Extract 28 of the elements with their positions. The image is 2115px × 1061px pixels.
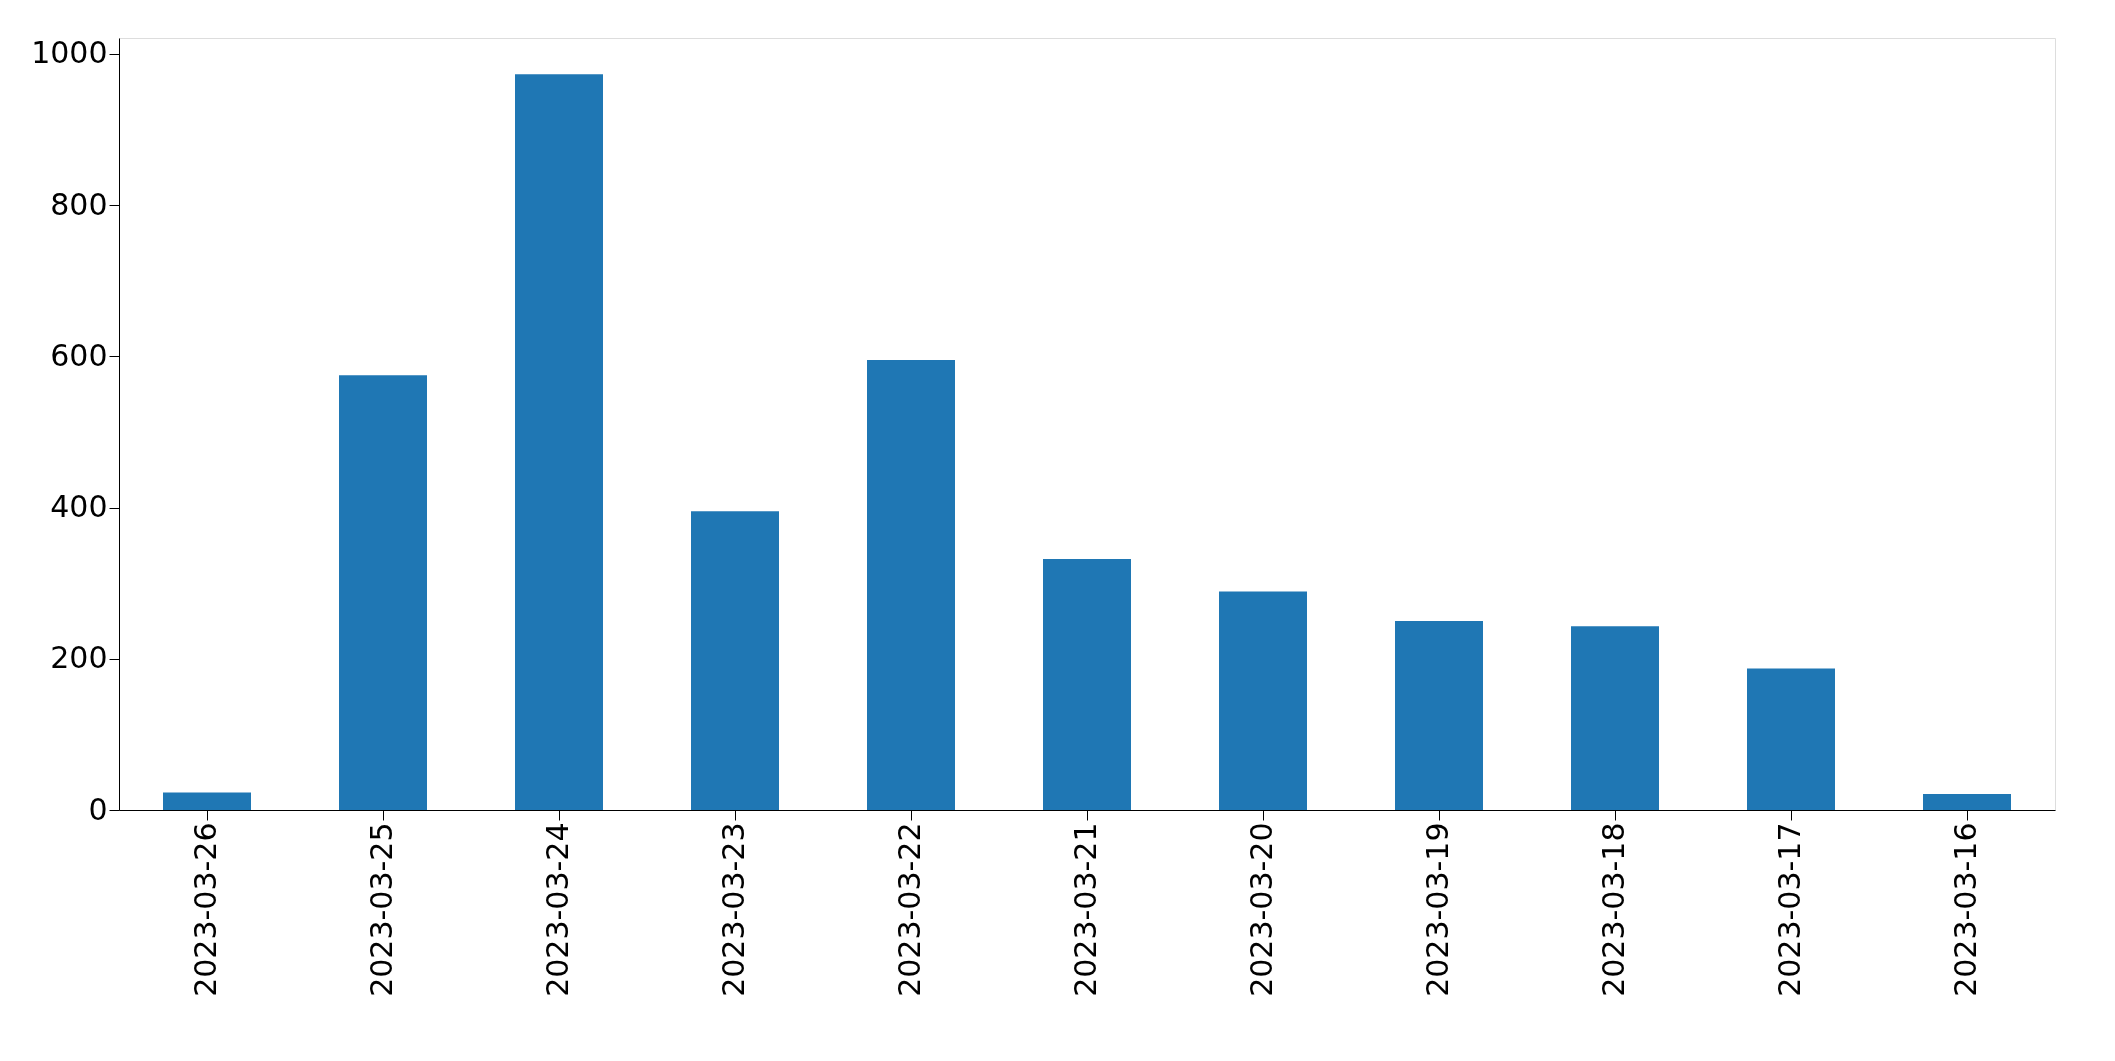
bar [1043, 558, 1131, 810]
bar [339, 375, 427, 810]
y-tick-label: 400 [50, 489, 108, 525]
bar [691, 511, 779, 810]
y-tick-label: 0 [88, 791, 108, 827]
y-tick-label: 200 [50, 640, 108, 676]
bar [515, 74, 603, 810]
x-tick-label: 2023-03-24 [540, 822, 575, 997]
x-tick-label: 2023-03-23 [716, 822, 751, 997]
x-tick-label: 2023-03-19 [1420, 822, 1455, 997]
x-tick-label: 2023-03-20 [1244, 822, 1279, 997]
bar [867, 360, 955, 810]
bar [1219, 591, 1307, 810]
bar [1571, 626, 1659, 810]
y-tick-label: 600 [50, 337, 108, 373]
x-tick-label: 2023-03-17 [1772, 822, 1807, 997]
x-tick-label: 2023-03-25 [364, 822, 399, 997]
bar [163, 792, 251, 810]
y-tick-label: 800 [50, 186, 108, 222]
x-tick-label: 2023-03-18 [1596, 822, 1631, 997]
bar [1923, 794, 2011, 810]
x-tick-label: 2023-03-26 [188, 822, 223, 997]
x-tick-label: 2023-03-21 [1068, 822, 1103, 997]
bar [1395, 620, 1483, 810]
y-tick-label: 1000 [31, 35, 108, 71]
x-tick-label: 2023-03-16 [1948, 822, 1983, 997]
bar [1747, 668, 1835, 810]
x-tick-label: 2023-03-22 [892, 822, 927, 997]
